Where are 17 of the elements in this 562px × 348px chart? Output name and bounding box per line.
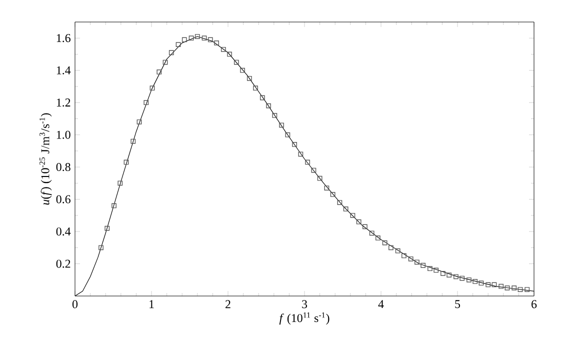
- y-tick-label: 1.4: [56, 66, 71, 74]
- y-tick-label: 0.8: [56, 162, 70, 172]
- x-tick-label: 0: [72, 300, 78, 308]
- x-tick-label: 6: [532, 300, 537, 308]
- y-tick-label: 1.6: [56, 34, 70, 42]
- y-tick-label: 1.0: [56, 130, 70, 139]
- x-tick-label: 4: [378, 300, 384, 308]
- text: u(f) (10$^{-25}$ J/m$^{3}$/s$^{-1}$): [40, 113, 52, 205]
- x-tick-label: 5: [455, 300, 460, 308]
- x-tick-label: 3: [302, 300, 308, 308]
- x-tick-label: 2: [226, 300, 230, 308]
- y-tick-label: 0.4: [56, 227, 71, 236]
- x-axis-title: f (10$^{11}$ s$^{-1}$): [279, 312, 330, 325]
- y-tick-label: 0.2: [56, 260, 70, 268]
- y-tick-label: 1.2: [56, 98, 70, 107]
- y-tick-label: 0.6: [56, 195, 70, 204]
- x-tick-label: 1: [150, 300, 154, 308]
